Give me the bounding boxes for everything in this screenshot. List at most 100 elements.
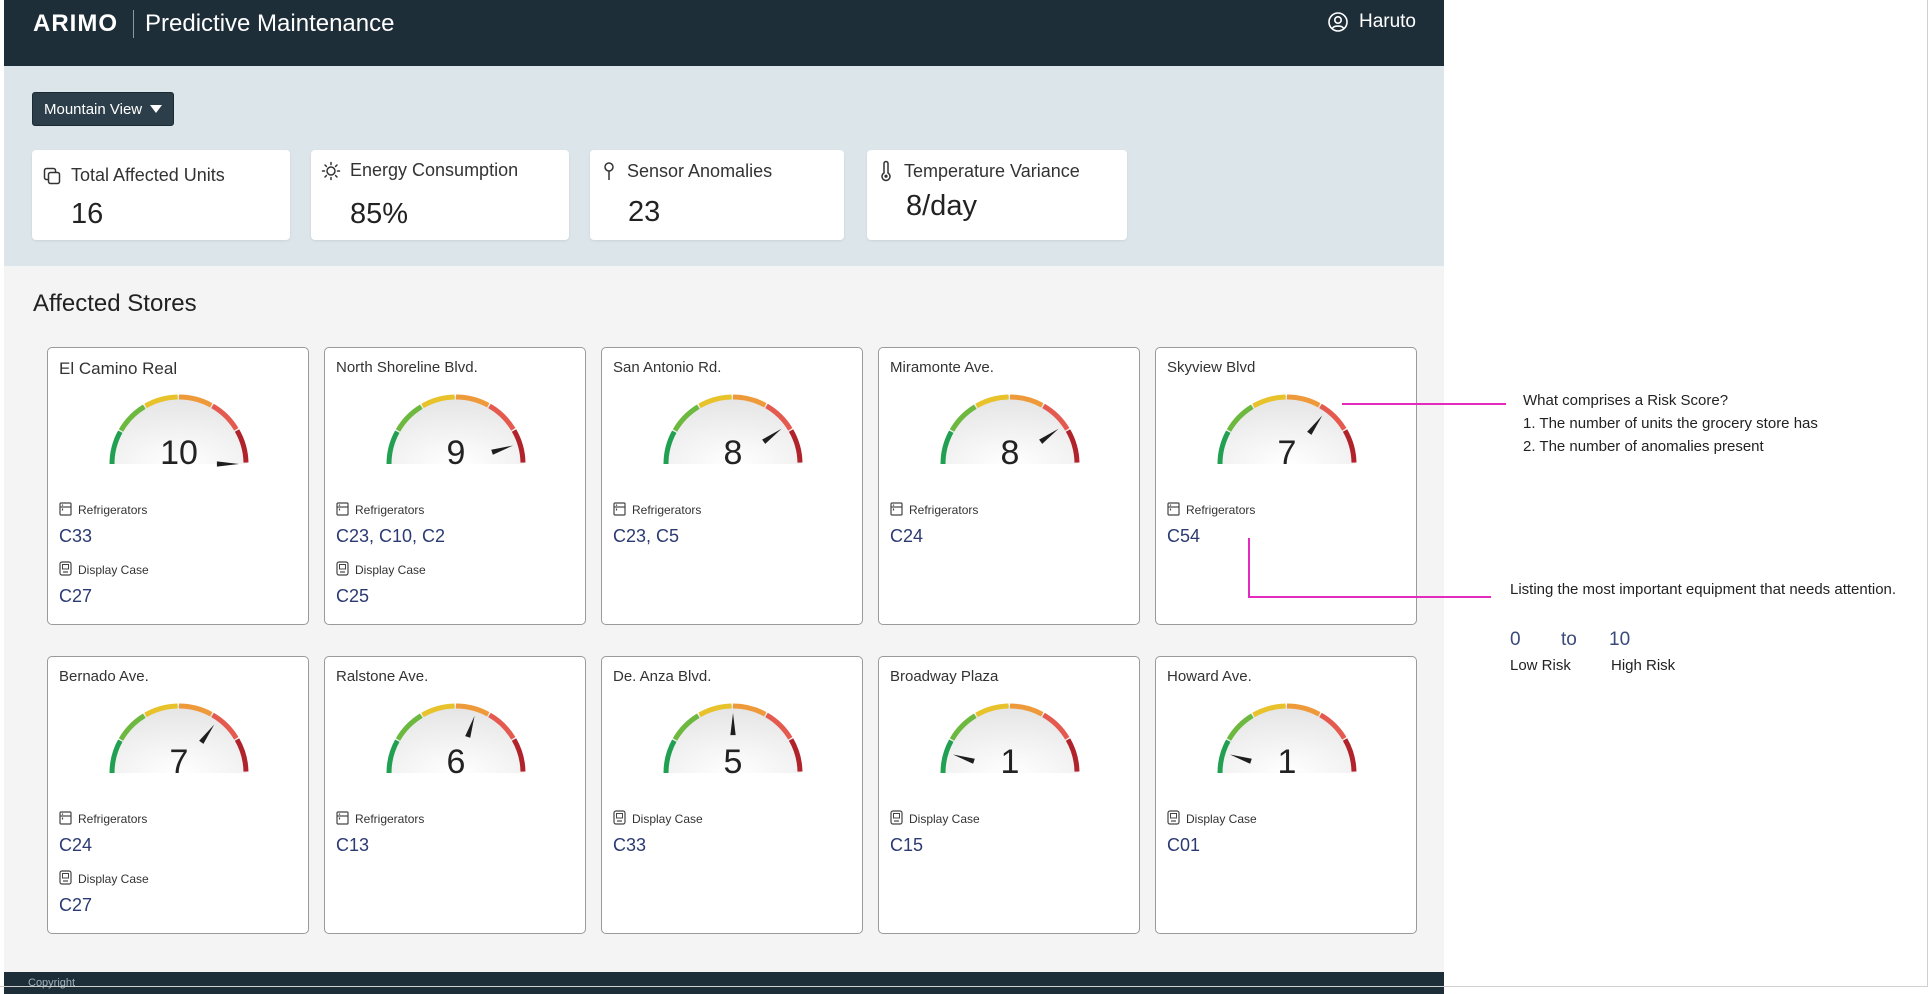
canvas-edge — [1927, 0, 1928, 986]
kpi-value: 8/day — [906, 190, 977, 222]
user-name: Haruto — [1358, 11, 1416, 32]
risk-score-value: 1 — [1001, 743, 1020, 777]
risk-gauge: 1 — [1217, 703, 1357, 777]
equipment-units[interactable]: C27 — [59, 895, 93, 915]
risk-score-value: 1 — [1278, 743, 1297, 777]
equipment-units[interactable]: C25 — [336, 586, 370, 606]
kpi-temperature-variance: Temperature Variance 8/day — [867, 150, 1127, 240]
equipment-units[interactable]: C23, C5 — [613, 526, 680, 546]
equipment-type: Display Case — [355, 563, 426, 577]
equipment-group: Refrigerators C23, C10, C2 — [336, 501, 446, 547]
display-case-icon — [59, 870, 72, 888]
gauge-arc-segment — [1252, 703, 1286, 718]
risk-gauge: 7 — [109, 703, 249, 777]
filter-bar: Mountain View Total Affected Units 16 — [4, 66, 1444, 266]
gauge-arc-segment — [698, 394, 732, 409]
gauge-arc-segment — [975, 394, 1009, 409]
equipment-units[interactable]: C23, C10, C2 — [336, 526, 446, 546]
refrigerator-icon — [613, 501, 626, 519]
gauge-arc-segment — [663, 430, 677, 465]
store-name: El Camino Real — [59, 359, 178, 378]
gauge-arc-segment — [118, 404, 146, 432]
display-case-icon — [336, 561, 349, 579]
equipment-type: Refrigerators — [355, 503, 425, 517]
equipment-group: Refrigerators C23, C5 — [613, 501, 701, 547]
caret-down-icon — [150, 105, 163, 113]
scale-min-value: 0 — [1510, 629, 1521, 650]
equipment-units[interactable]: C13 — [336, 835, 370, 855]
risk-score-value: 8 — [724, 434, 743, 468]
display-case-icon — [59, 561, 72, 579]
risk-score-value: 5 — [724, 743, 743, 777]
gauge-arc-segment — [395, 713, 423, 741]
equipment-units[interactable]: C24 — [59, 835, 93, 855]
store-name: De. Anza Blvd. — [613, 668, 712, 685]
store-card[interactable]: San Antonio Rd. 8 Refrigerators C23, C5 — [601, 347, 863, 625]
equipment-type: Refrigerators — [355, 812, 425, 826]
gauge-arc-segment — [386, 430, 400, 465]
gauge-arc-segment — [1217, 430, 1231, 465]
gauge-arc-segment — [788, 738, 803, 772]
store-card[interactable]: Skyview Blvd 7 Refrigerators C54 — [1155, 347, 1417, 625]
gauge-face — [1219, 705, 1355, 773]
equipment-units[interactable]: C24 — [890, 526, 924, 546]
gauge-arc-segment — [455, 703, 490, 717]
equipment-units[interactable]: C33 — [59, 526, 93, 546]
kpi-value: 16 — [71, 198, 104, 230]
location-label: Mountain View — [44, 100, 143, 118]
store-card[interactable]: De. Anza Blvd. 5 Display Case C33 — [601, 656, 863, 934]
display-case-icon — [613, 810, 626, 828]
equipment-units[interactable]: C15 — [890, 835, 924, 855]
thermometer-icon — [881, 160, 891, 182]
store-card[interactable]: Miramonte Ave. 8 Refrigerators C24 — [878, 347, 1140, 625]
refrigerator-icon — [890, 501, 903, 519]
sun-icon — [321, 161, 341, 180]
store-name: Howard Ave. — [1167, 668, 1252, 685]
equipment-group: Refrigerators C13 — [336, 810, 425, 856]
gauge-arc-segment — [1252, 394, 1286, 409]
store-card[interactable]: Howard Ave. 1 Display Case C01 — [1155, 656, 1417, 934]
gauge-needle — [1307, 415, 1323, 435]
gauge-arc-segment — [1217, 739, 1231, 774]
equipment-type: Display Case — [78, 563, 149, 577]
gauge-arc-segment — [1319, 403, 1347, 431]
gauge-arc-segment — [1286, 394, 1321, 408]
kpi-energy-consumption: Energy Consumption 85% — [311, 150, 569, 240]
store-card[interactable]: Broadway Plaza 1 Display Case C15 — [878, 656, 1140, 934]
store-card[interactable]: El Camino Real 10 Refrigerators C33 Disp… — [47, 347, 309, 625]
store-card[interactable]: North Shoreline Blvd. 9 Refrigerators C2… — [324, 347, 586, 625]
gauge-face — [665, 705, 801, 773]
store-card[interactable]: Ralstone Ave. 6 Refrigerators C13 — [324, 656, 586, 934]
risk-score-value: 9 — [447, 434, 466, 468]
gauge-arc-segment — [663, 739, 677, 774]
kpi-total-affected-units: Total Affected Units 16 — [32, 150, 290, 240]
gauge-face — [388, 396, 524, 464]
equipment-type: Refrigerators — [78, 812, 148, 826]
gauge-arc-segment — [178, 394, 213, 408]
store-name: Bernado Ave. — [59, 668, 149, 685]
equipment-units[interactable]: C33 — [613, 835, 647, 855]
location-dropdown[interactable]: Mountain View — [32, 92, 175, 126]
gauge-arc-segment — [488, 403, 516, 431]
risk-score-value: 10 — [160, 434, 198, 468]
gauge-needle — [465, 715, 475, 738]
equipment-units[interactable]: C01 — [1167, 835, 1201, 855]
gauge-arc-segment — [1319, 712, 1347, 740]
equipment-type: Display Case — [632, 812, 703, 826]
gauge-arc-segment — [144, 394, 178, 409]
store-card[interactable]: Bernado Ave. 7 Refrigerators C24 Display… — [47, 656, 309, 934]
equipment-units[interactable]: C54 — [1167, 526, 1201, 546]
gauge-arc-segment — [421, 703, 455, 718]
store-name: Ralstone Ave. — [336, 668, 429, 685]
equipment-units[interactable]: C27 — [59, 586, 93, 606]
equipment-group: Display Case C33 — [613, 810, 703, 856]
user-menu[interactable]: Haruto — [1327, 11, 1416, 33]
top-bar: ARIMO Predictive Maintenance Haruto — [4, 0, 1444, 66]
kpi-label: Temperature Variance — [904, 160, 1080, 181]
gauge-needle — [1039, 428, 1059, 444]
gauge-face — [665, 396, 801, 464]
refrigerator-icon — [59, 810, 72, 828]
footer-text: Copyright — [28, 977, 76, 989]
kpi-label: Sensor Anomalies — [627, 160, 773, 181]
gauge-arc-segment — [511, 738, 526, 772]
